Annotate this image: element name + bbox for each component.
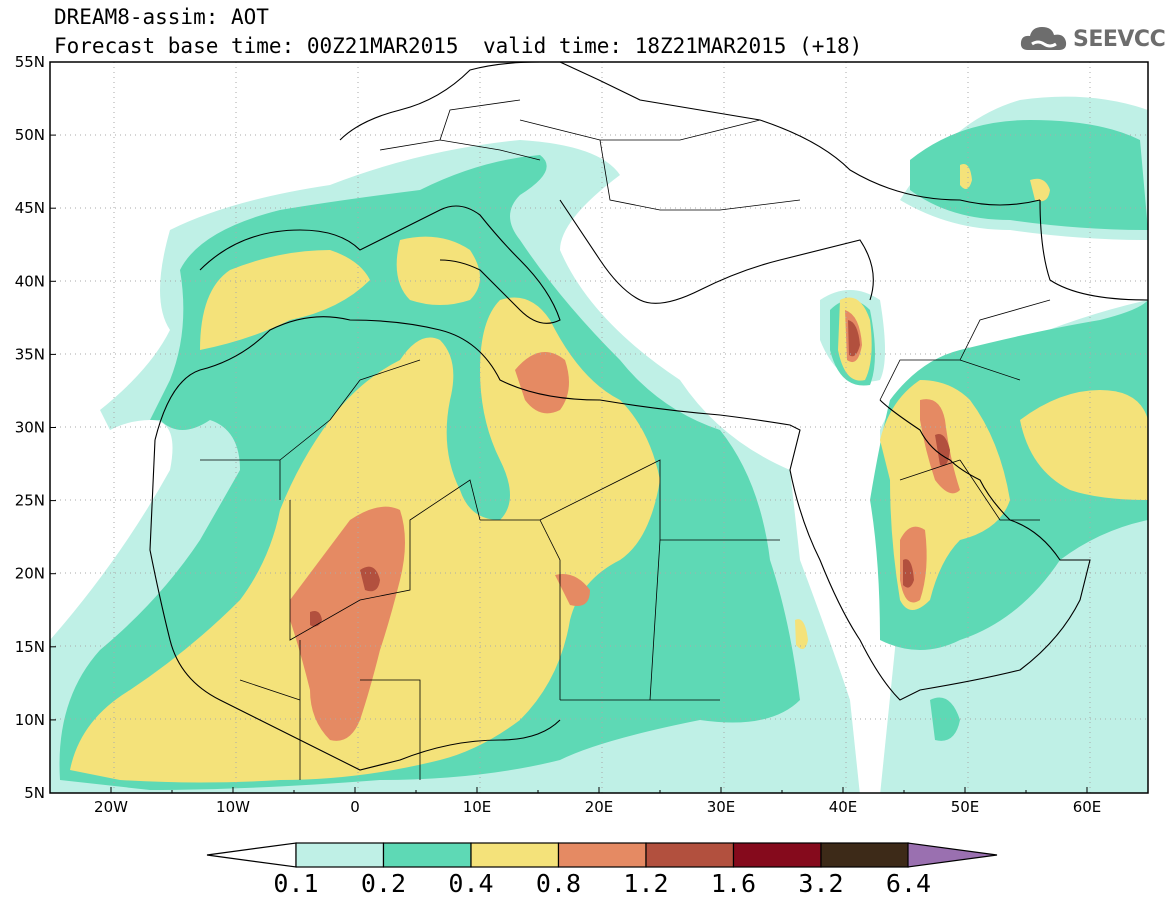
lon-tick-label: 10E xyxy=(463,798,492,816)
colorbar-cell xyxy=(820,842,910,868)
lon-tick-label: 20W xyxy=(94,798,128,816)
lat-tick-label: 15N xyxy=(15,638,45,656)
lat-tick-label: 50N xyxy=(15,126,45,144)
colorbar-level-label: 1.6 xyxy=(710,869,757,898)
cloud-icon xyxy=(1020,27,1067,50)
seevccc-logo: SEEVCCC xyxy=(1018,22,1165,56)
colorbar xyxy=(206,842,998,868)
colorbar-level-label: 3.2 xyxy=(798,869,844,898)
colorbar-level-label: 0.4 xyxy=(448,869,494,898)
lat-tick-label: 35N xyxy=(15,345,45,363)
graticule xyxy=(50,62,1148,793)
map-title: DREAM8-assim: AOT xyxy=(54,5,269,29)
lat-tick-label: 45N xyxy=(15,199,45,217)
lat-tick-label: 20N xyxy=(15,565,45,583)
lon-tick-label: 50E xyxy=(951,798,980,816)
lon-tick-label: 10W xyxy=(216,798,250,816)
lat-tick-label: 10N xyxy=(15,711,45,729)
colorbar-level-label: 0.8 xyxy=(535,869,582,898)
colorbar-level-label: 6.4 xyxy=(885,869,932,898)
colorbar-cell xyxy=(295,842,385,868)
colorbar-cell xyxy=(382,842,472,868)
lon-tick-label: 30E xyxy=(707,798,736,816)
lon-tick-label: 60E xyxy=(1073,798,1102,816)
logo-text: SEEVCCC xyxy=(1073,26,1165,52)
lat-tick-label: 30N xyxy=(15,419,45,437)
valid-time: valid time: 18Z21MAR2015 (+18) xyxy=(483,34,863,58)
colorbar-level-label: 0.1 xyxy=(273,869,319,898)
lon-tick-label: 40E xyxy=(829,798,858,816)
aot-field xyxy=(50,62,1148,793)
axis-ticks: 20W 10W 0 10E 20E 30E 40E 50E 60E 55N 50N 45N 40N 35N… xyxy=(15,53,1149,816)
lat-tick-label: 40N xyxy=(15,272,45,290)
colorbar-cell xyxy=(645,842,735,868)
colorbar-level-label: 1.2 xyxy=(623,869,669,898)
lat-tick-label: 25N xyxy=(15,492,45,510)
forecast-base-time: Forecast base time: 00Z21MAR2015 xyxy=(54,34,459,58)
lon-tick-label: 20E xyxy=(585,798,614,816)
lon-tick-label: 0 xyxy=(350,798,360,816)
borders xyxy=(200,99,1051,780)
lat-tick-label: 55N xyxy=(15,53,45,71)
colorbar-level-label: 0.2 xyxy=(360,869,407,898)
colorbar-high-arrow xyxy=(907,842,998,868)
colorbar-cell xyxy=(470,842,560,868)
colorbar-low-arrow xyxy=(206,842,297,868)
colorbar-cell xyxy=(557,842,647,868)
colorbar-cell xyxy=(732,842,822,868)
lat-tick-label: 5N xyxy=(24,784,45,802)
